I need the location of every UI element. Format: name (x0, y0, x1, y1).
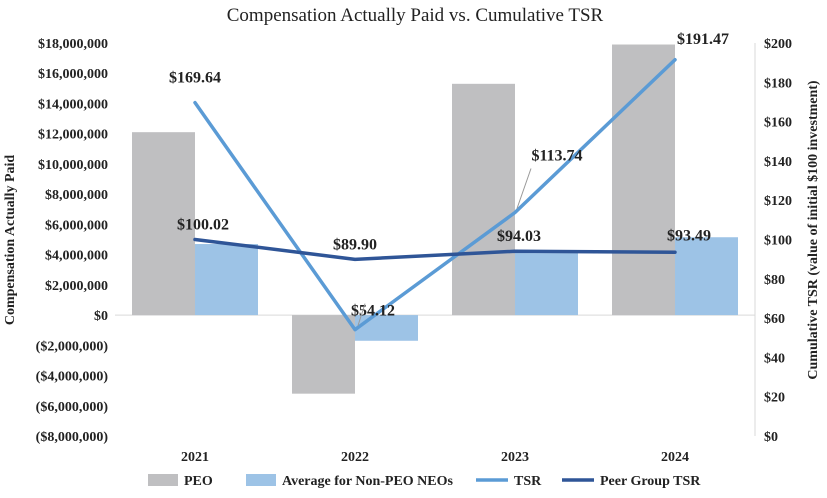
legend: PEO Average for Non-PEO NEOs TSR Peer Group… (148, 474, 701, 489)
peer-tsr-data-label: $94.03 (497, 228, 541, 245)
y-tick-label: $12,000,000 (38, 128, 108, 143)
legend-label: TSR (514, 474, 542, 489)
x-tick-label: 2022 (341, 450, 369, 465)
peer-tsr-data-label: $93.49 (667, 227, 711, 244)
y-tick-label: $6,000,000 (45, 218, 108, 233)
y2-tick-label: $60 (764, 312, 785, 327)
tsr-data-label: $54.12 (351, 303, 395, 320)
y-tick-label: ($4,000,000) (36, 370, 109, 385)
y2-tick-label: $0 (764, 430, 778, 445)
y2-tick-label: $200 (764, 37, 792, 52)
bar-non-peo-neos (675, 237, 738, 316)
bar-non-peo-neos (195, 244, 258, 316)
y-tick-label: ($8,000,000) (36, 430, 109, 445)
bar-peo (132, 132, 195, 316)
x-tick-label: 2021 (181, 450, 209, 465)
y2-axis-label: Cumulative TSR (value of initial $100 in… (806, 80, 821, 380)
y2-tick-label: $100 (764, 234, 792, 249)
legend-label: PEO (184, 474, 213, 489)
y2-tick-label: $160 (764, 116, 792, 131)
x-tick-label: 2023 (501, 450, 529, 465)
y-tick-label: $0 (94, 309, 108, 324)
y-tick-label: $2,000,000 (45, 279, 108, 294)
y-tick-label: $4,000,000 (45, 249, 108, 264)
peer-tsr-data-label: $100.02 (177, 216, 229, 233)
x-tick-label: 2024 (661, 450, 689, 465)
y-tick-label: $14,000,000 (38, 97, 108, 112)
y2-tick-label: $40 (764, 351, 785, 366)
chart-title: Compensation Actually Paid vs. Cumulativ… (227, 5, 604, 26)
bar-non-peo-neos (355, 315, 418, 341)
peer-tsr-data-label: $89.90 (333, 236, 377, 253)
bar-peo (292, 315, 355, 394)
y-tick-label: $16,000,000 (38, 67, 108, 82)
y-tick-label: ($6,000,000) (36, 400, 109, 415)
y2-tick-label: $20 (764, 391, 785, 406)
leader-line (516, 168, 532, 209)
axes: $18,000,000 $16,000,000 $14,000,000 $12,000… (36, 37, 792, 465)
bar-peo (452, 83, 515, 316)
y2-tick-label: $120 (764, 194, 792, 209)
tsr-data-label: $191.47 (677, 31, 729, 48)
leader-line (357, 303, 366, 326)
bar-peo (612, 44, 675, 316)
legend-swatch-non-peo (246, 474, 276, 486)
y-tick-label: $18,000,000 (38, 37, 108, 52)
data-labels: $169.64 $54.12 $113.74 $191.47 $100.02 $89.90… (169, 31, 729, 326)
y-tick-label: $10,000,000 (38, 158, 108, 173)
legend-label: Peer Group TSR (600, 474, 701, 489)
y-tick-label: ($2,000,000) (36, 339, 109, 354)
y2-tick-label: $80 (764, 273, 785, 288)
y-tick-label: $8,000,000 (45, 188, 108, 203)
y2-tick-label: $180 (764, 76, 792, 91)
legend-swatch-peo (148, 474, 178, 486)
peer-group-tsr-line (193, 237, 677, 262)
lines (193, 58, 677, 332)
bar-non-peo-neos (515, 253, 578, 316)
y-axis-label: Compensation Actually Paid (3, 155, 18, 326)
legend-label: Average for Non-PEO NEOs (282, 474, 454, 489)
tsr-data-label: $169.64 (169, 70, 221, 87)
tsr-line (193, 58, 677, 332)
tsr-data-label: $113.74 (531, 148, 582, 165)
y2-tick-label: $140 (764, 155, 792, 170)
